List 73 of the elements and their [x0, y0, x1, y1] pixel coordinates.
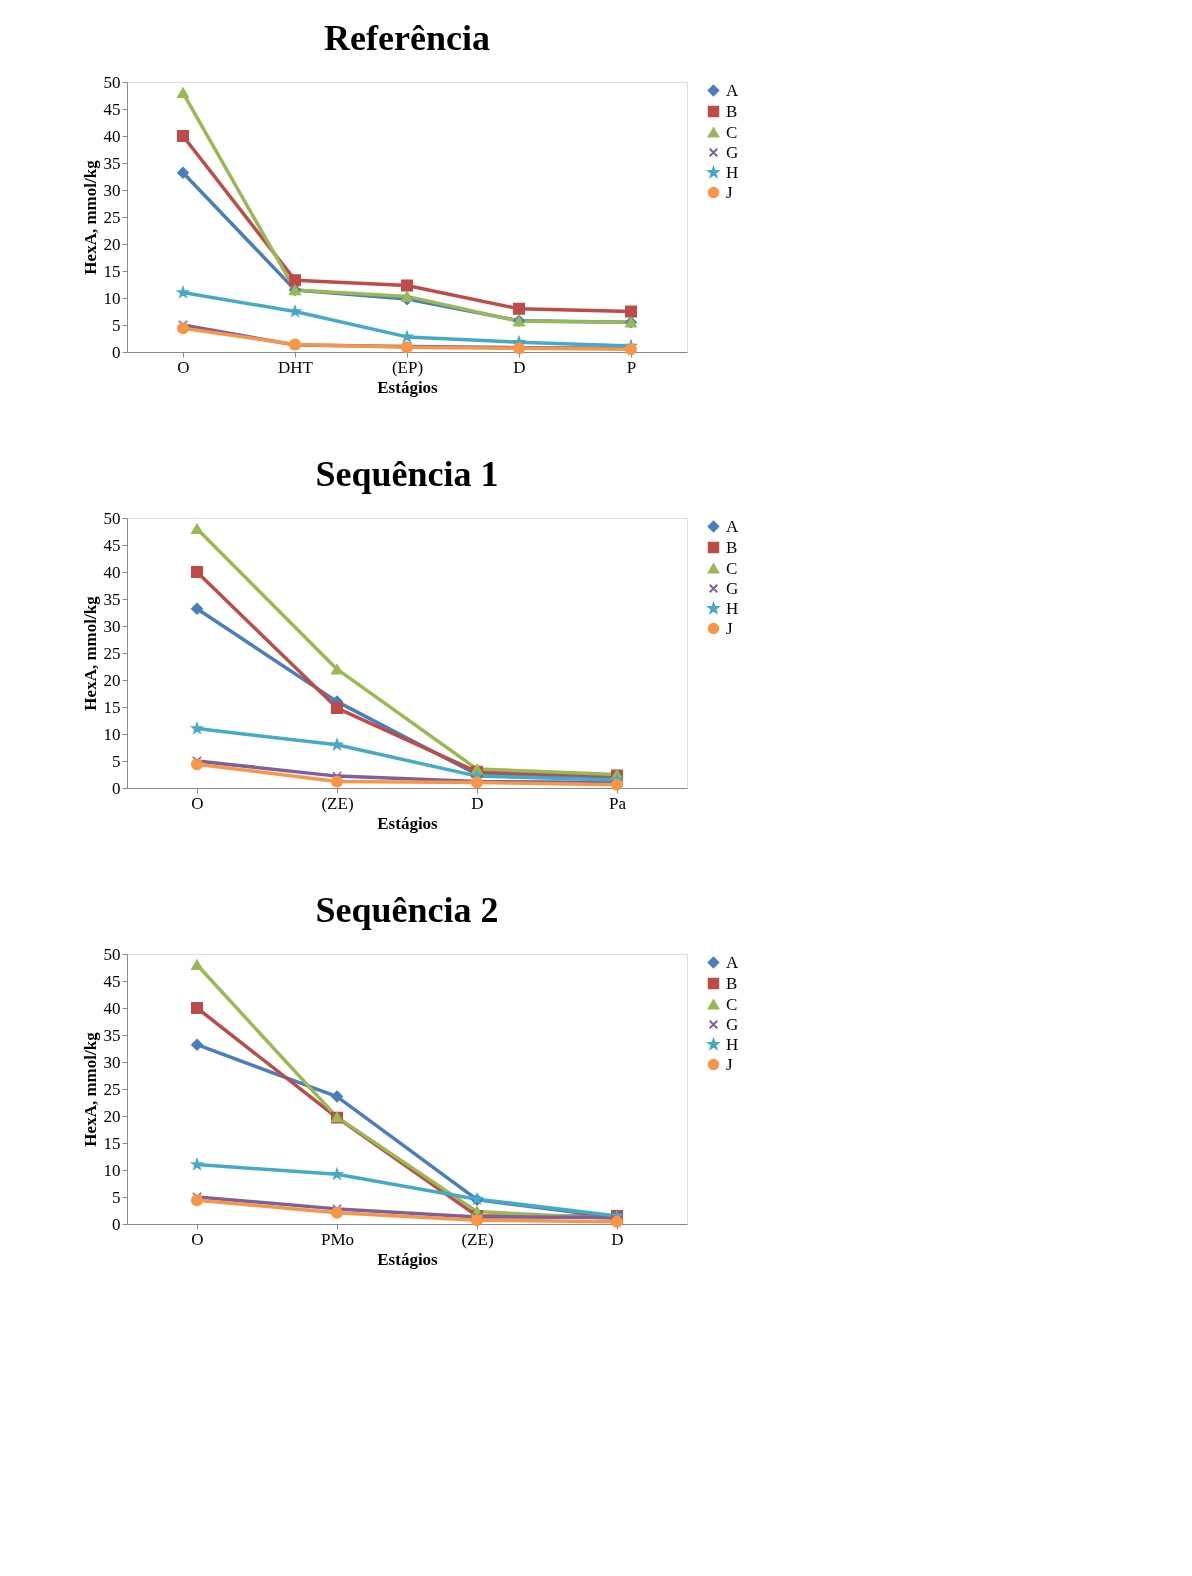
x-tick-label: PMo: [320, 1229, 355, 1249]
y-axis-title: HexA, mmol/kg: [80, 1031, 100, 1147]
chart-title: Sequência 1: [315, 454, 499, 494]
x-tick-label: P: [626, 357, 637, 377]
legend-label: G: [726, 1014, 739, 1034]
x-axis-title: Estágios: [377, 1249, 439, 1269]
legend-label: H: [726, 1034, 739, 1054]
y-tick-label: 30: [103, 1052, 121, 1072]
y-tick-label: 30: [103, 180, 121, 200]
legend-label: B: [726, 101, 738, 121]
y-tick-label: 15: [103, 697, 121, 717]
y-tick-label: 40: [103, 126, 121, 146]
legend-label: G: [726, 578, 739, 598]
y-tick-label: 5: [112, 315, 121, 335]
y-tick-label: 40: [103, 998, 121, 1018]
legend-label: H: [726, 598, 739, 618]
chart-title: Referência: [324, 18, 490, 58]
legend-label: A: [726, 952, 739, 972]
y-tick-label: 5: [112, 1187, 121, 1207]
x-axis-title: Estágios: [377, 377, 439, 397]
y-tick-label: 20: [103, 670, 121, 690]
y-tick-label: 45: [103, 971, 121, 991]
legend-label: B: [726, 537, 738, 557]
y-axis-title: HexA, mmol/kg: [80, 595, 100, 711]
y-tick-label: 0: [112, 778, 121, 798]
y-tick-label: 20: [103, 1106, 121, 1126]
y-tick-label: 10: [103, 724, 121, 744]
y-tick-label: 20: [103, 234, 121, 254]
y-axis-title: HexA, mmol/kg: [80, 159, 100, 275]
y-tick-label: 0: [112, 342, 121, 362]
y-tick-label: 50: [103, 508, 121, 528]
legend-label: G: [726, 142, 739, 162]
y-tick-label: 35: [103, 589, 121, 609]
legend-label: C: [726, 994, 738, 1014]
x-tick-label: Pa: [609, 793, 627, 813]
x-tick-label: O: [177, 357, 190, 377]
y-tick-label: 35: [103, 153, 121, 173]
x-tick-label: O: [191, 1229, 204, 1249]
legend-label: J: [726, 618, 733, 638]
x-tick-label: (ZE): [461, 1229, 494, 1249]
legend-label: C: [726, 122, 738, 142]
x-tick-label: D: [513, 357, 526, 377]
x-tick-label: (EP): [391, 357, 424, 377]
y-tick-label: 25: [103, 643, 121, 663]
y-tick-label: 10: [103, 1160, 121, 1180]
y-tick-label: 45: [103, 535, 121, 555]
chart-title: Sequência 2: [315, 890, 499, 930]
y-tick-label: 45: [103, 99, 121, 119]
legend-label: A: [726, 80, 739, 100]
y-tick-label: 50: [103, 944, 121, 964]
x-tick-label: DHT: [278, 357, 314, 377]
legend-label: J: [726, 1054, 733, 1074]
y-tick-label: 35: [103, 1025, 121, 1045]
legend-label: B: [726, 973, 738, 993]
x-tick-label: D: [471, 793, 484, 813]
y-tick-label: 25: [103, 207, 121, 227]
y-tick-label: 30: [103, 616, 121, 636]
legend-label: A: [726, 516, 739, 536]
legend-label: H: [726, 162, 739, 182]
legend-label: C: [726, 558, 738, 578]
y-tick-label: 50: [103, 72, 121, 92]
y-tick-label: 0: [112, 1214, 121, 1234]
x-axis-title: Estágios: [377, 813, 439, 833]
legend-label: J: [726, 182, 733, 202]
y-tick-label: 5: [112, 751, 121, 771]
y-tick-label: 15: [103, 1133, 121, 1153]
y-tick-label: 10: [103, 288, 121, 308]
x-tick-label: D: [611, 1229, 624, 1249]
y-tick-label: 25: [103, 1079, 121, 1099]
y-tick-label: 40: [103, 562, 121, 582]
y-tick-label: 15: [103, 261, 121, 281]
x-tick-label: (ZE): [321, 793, 354, 813]
x-tick-label: O: [191, 793, 204, 813]
